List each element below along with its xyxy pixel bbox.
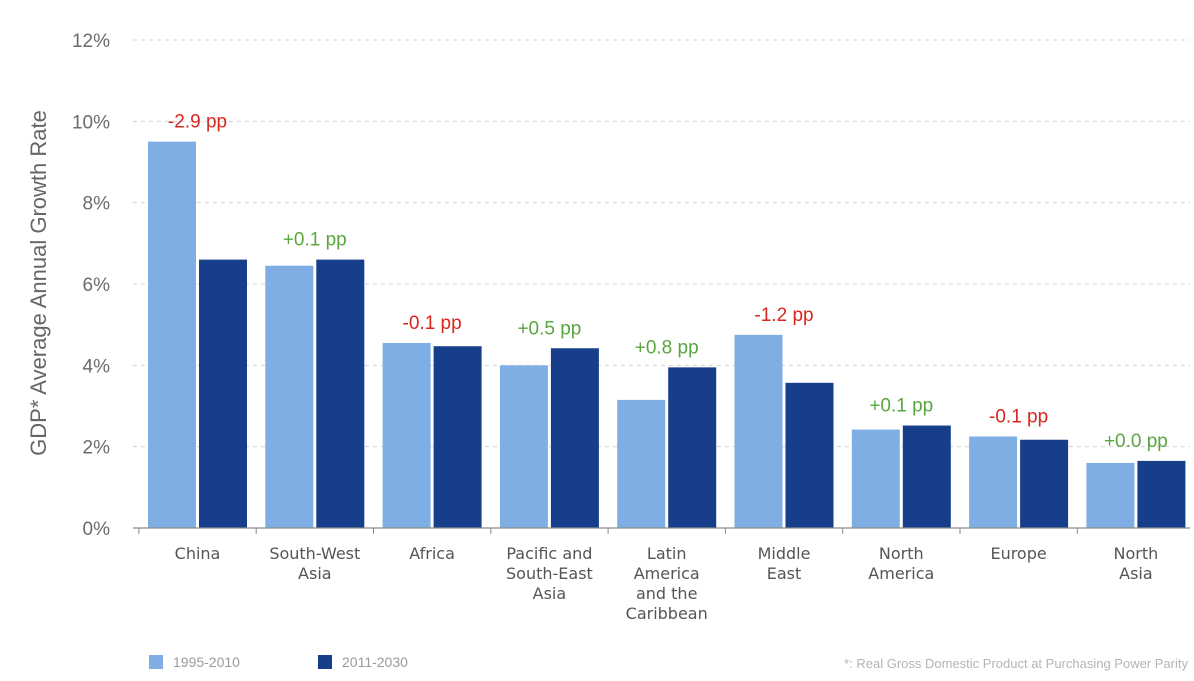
- legend-swatch: [318, 655, 332, 669]
- change-annotation: -0.1 pp: [989, 407, 1048, 428]
- x-tick-label: Africa: [409, 544, 455, 563]
- change-annotation: -1.2 pp: [754, 305, 813, 326]
- bar-series-1: [148, 141, 196, 528]
- change-annotation: +0.1 pp: [283, 230, 347, 251]
- y-tick-label: 10%: [72, 112, 110, 133]
- legend-swatch: [149, 655, 163, 669]
- change-annotation: +0.0 pp: [1104, 431, 1168, 452]
- x-tick-label: Middle East: [758, 544, 811, 583]
- bar-series-2: [1137, 460, 1186, 528]
- x-tick-label: China: [175, 544, 221, 563]
- footnote: *: Real Gross Domestic Product at Purcha…: [844, 656, 1188, 671]
- y-tick-label: 0%: [83, 519, 111, 540]
- y-tick-label: 2%: [83, 438, 111, 459]
- x-tick-label: Pacific and South-East Asia: [506, 544, 593, 603]
- x-tick-label: North Asia: [1114, 544, 1159, 583]
- y-axis-ticks: 0% 2% 4% 6% 8% 10% 12%: [72, 31, 110, 540]
- change-annotation: +0.5 pp: [517, 318, 581, 339]
- bar-series-2: [316, 259, 365, 528]
- x-tick-label: Latin America and the Caribbean: [626, 544, 708, 623]
- legend-label: 1995-2010: [173, 654, 240, 670]
- change-annotation: -2.9 pp: [168, 112, 227, 133]
- bar-series-2: [668, 367, 717, 528]
- change-annotation: +0.1 pp: [869, 396, 933, 417]
- bars: [148, 141, 1186, 528]
- x-tick-label: North America: [868, 544, 934, 583]
- bar-series-2: [902, 425, 951, 528]
- change-annotation: +0.8 pp: [635, 337, 699, 358]
- x-tick-label: South-West Asia: [269, 544, 360, 583]
- bar-series-2: [550, 348, 599, 528]
- bar-series-2: [199, 259, 247, 528]
- bar-series-1: [382, 342, 431, 528]
- legend-label: 2011-2030: [342, 654, 408, 670]
- bar-series-1: [265, 265, 314, 528]
- bar-series-2: [1020, 439, 1069, 528]
- y-tick-label: 6%: [83, 275, 111, 296]
- bar-series-2: [433, 346, 482, 528]
- x-tick-label: Europe: [990, 544, 1046, 563]
- y-tick-label: 4%: [83, 356, 111, 377]
- bar-series-1: [499, 365, 548, 528]
- bar-series-1: [969, 436, 1018, 528]
- change-annotations: -2.9 pp +0.1 pp -0.1 pp +0.5 pp +0.8 pp -1.2 …: [168, 112, 1168, 452]
- bar-series-1: [617, 399, 666, 528]
- y-tick-label: 12%: [72, 31, 110, 52]
- y-tick-label: 8%: [83, 194, 111, 215]
- bar-series-2: [785, 382, 834, 528]
- x-axis: China South-West Asia Africa Pacific and Sout…: [133, 527, 1190, 623]
- bar-series-1: [734, 334, 783, 528]
- bar-series-1: [851, 429, 900, 528]
- y-axis-label: GDP* Average Annual Growth Rate: [26, 110, 51, 456]
- change-annotation: -0.1 pp: [403, 313, 462, 334]
- legend: 1995-2010 2011-2030: [149, 654, 408, 670]
- bar-series-1: [1086, 462, 1135, 528]
